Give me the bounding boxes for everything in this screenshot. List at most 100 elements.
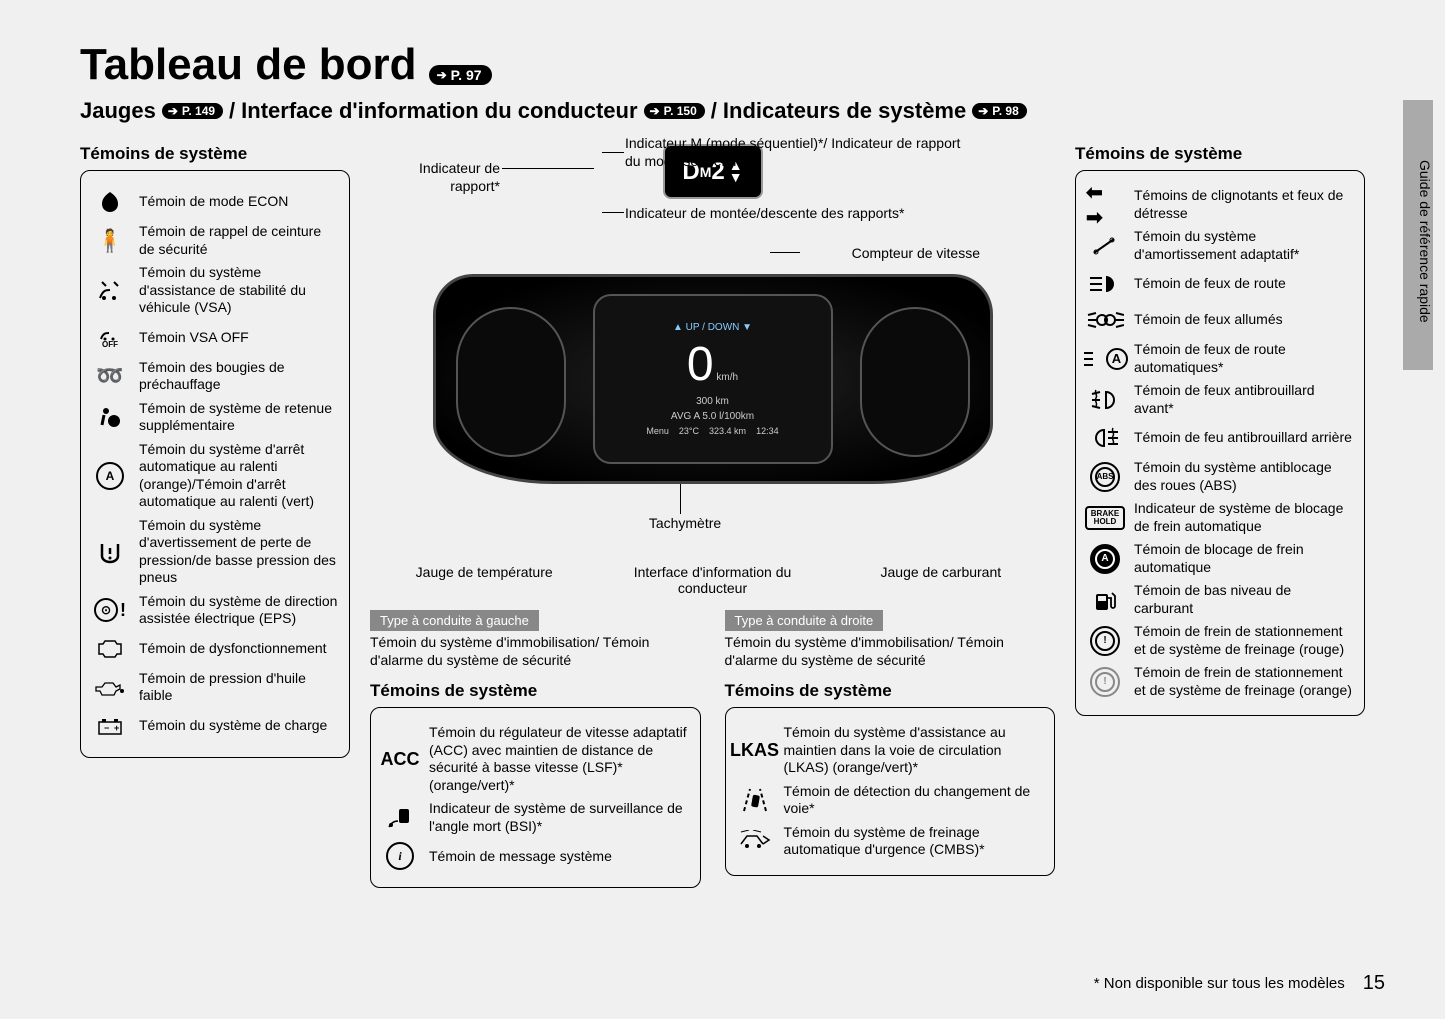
page-number: 15 <box>1363 972 1385 995</box>
left-indicator-row: 🧍 Témoin de rappel de ceinture de sécurit… <box>91 223 339 258</box>
mid-bl-indicator-label: Témoin du régulateur de vitesse adaptati… <box>429 724 690 794</box>
mid-bl-indicator-row: Indicateur de système de surveillance de… <box>381 800 690 835</box>
right-indicator-row: BRAKEHOLD Indicateur de système de blocag… <box>1086 500 1354 535</box>
time-value: 12:34 <box>756 426 779 436</box>
left-indicator-row: Témoin de dysfonctionnement <box>91 634 339 664</box>
speed-value: 0 <box>687 338 714 391</box>
left-indicator-label: Témoin de système de retenue supplémenta… <box>139 400 339 435</box>
right-indicator-row: Témoin de feux antibrouillard avant* <box>1086 382 1354 417</box>
right-indicator-label: Témoin de frein de stationnement et de s… <box>1134 664 1354 699</box>
mid-bl-indicator-label: Indicateur de système de surveillance de… <box>429 800 690 835</box>
bsi-icon <box>381 803 419 833</box>
temp-value: 23°C <box>679 426 699 436</box>
damper-icon <box>1086 231 1124 261</box>
callout-speedometer: Compteur de vitesse <box>800 244 980 262</box>
brake-hold-icon: BRAKEHOLD <box>1086 503 1124 533</box>
line <box>680 484 681 514</box>
mid-br-indicator-label: Témoin du système de freinage automatiqu… <box>784 824 1045 859</box>
parking-brake-orange-icon: ! <box>1086 667 1124 697</box>
left-indicator-row: Témoin de système de retenue supplémenta… <box>91 400 339 435</box>
right-indicator-label: Témoin de feux allumés <box>1134 311 1283 329</box>
separator: / <box>711 98 717 124</box>
line <box>502 168 594 169</box>
econ-icon <box>91 187 129 217</box>
callout-gear-indicator: Indicateur de rapport* <box>370 159 500 195</box>
parking-brake-red-icon: ! <box>1086 626 1124 656</box>
lane-departure-icon <box>736 785 774 815</box>
right-indicator-row: Témoin du système d'amortissement adapta… <box>1086 228 1354 263</box>
right-indicator-label: Témoin de frein de stationnement et de s… <box>1134 623 1354 658</box>
left-indicator-label: Témoin de pression d'huile faible <box>139 670 339 705</box>
right-indicator-label: Indicateur de système de blocage de frei… <box>1134 500 1354 535</box>
auto-high-beam-icon: A <box>1086 344 1124 374</box>
left-indicator-row: OFFTémoin VSA OFF <box>91 323 339 353</box>
left-indicator-label: Témoin du système d'arrêt automatique au… <box>139 441 339 511</box>
subtitle-row: Jauges P. 149 / Interface d'information … <box>80 98 1365 124</box>
right-indicator-row: Témoin de feux de route <box>1086 269 1354 299</box>
tpms-icon <box>91 537 129 567</box>
type-left-desc: Témoin du système d'immobilisation/ Témo… <box>370 633 701 669</box>
title-row: Tableau de bord P. 97 <box>80 40 1365 90</box>
left-indicator-row: A Témoin du système d'arrêt automatique a… <box>91 441 339 511</box>
right-indicator-label: Témoin du système d'amortissement adapta… <box>1134 228 1354 263</box>
glow-icon: ➿ <box>91 361 129 391</box>
right-column: Témoins de système ⬅ ➡Témoins de clignot… <box>1075 144 1365 888</box>
subtitle-gauges: Jauges <box>80 98 156 124</box>
mid-br-indicator-row: LKASTémoin du système d'assistance au ma… <box>736 724 1045 777</box>
vsa-off-icon: OFF <box>91 323 129 353</box>
srs-icon <box>91 402 129 432</box>
high-beam-icon <box>1086 269 1124 299</box>
cluster-center-display: ▲ UP / DOWN ▼ 0 km/h 300 km AVG A 5.0 l/… <box>593 294 833 464</box>
left-indicator-label: Témoin de mode ECON <box>139 193 288 211</box>
fog-front-icon <box>1086 385 1124 415</box>
mid-bl-panel: ACC Témoin du régulateur de vitesse adapt… <box>370 707 701 888</box>
instrument-cluster: ▲ UP / DOWN ▼ 0 km/h 300 km AVG A 5.0 l/… <box>433 274 993 484</box>
menu-label: Menu <box>646 426 669 436</box>
temp-gauge-icon <box>456 307 566 457</box>
brake-hold-active-icon: A <box>1086 544 1124 574</box>
mid-bottom-left: Témoins de système ACCTémoin du régulate… <box>370 681 701 888</box>
subtitle-sysind: Indicateurs de système <box>723 98 966 124</box>
right-indicator-row: ⬅ ➡Témoins de clignotants et feux de dét… <box>1086 187 1354 222</box>
seatbelt-icon: 🧍 <box>91 226 129 256</box>
oil-icon <box>91 672 129 702</box>
right-indicator-label: Témoin de blocage de frein automatique <box>1134 541 1354 576</box>
right-panel: ⬅ ➡Témoins de clignotants et feux de dét… <box>1075 170 1365 716</box>
left-column: Témoins de système Témoin de mode ECON🧍T… <box>80 144 350 888</box>
right-indicator-row: Témoin de feu antibrouillard arrière <box>1086 423 1354 453</box>
left-indicator-label: Témoin du système d'avertissement de per… <box>139 517 339 587</box>
type-right-col: Type à conduite à droite Témoin du systè… <box>725 610 1056 669</box>
ACC-icon: ACC <box>381 744 419 774</box>
type-right-desc: Témoin du système d'immobilisation/ Témo… <box>725 633 1056 669</box>
page-root: Tableau de bord P. 97 Jauges P. 149 / In… <box>0 0 1445 918</box>
left-indicator-label: Témoin du système de charge <box>139 717 327 735</box>
right-indicator-label: Témoin de feu antibrouillard arrière <box>1134 429 1352 447</box>
right-indicator-label: Témoin de feux de route <box>1134 275 1286 293</box>
footer: * Non disponible sur tous les modèles 15 <box>1094 972 1385 995</box>
mid-br-heading: Témoins de système <box>725 681 1056 701</box>
right-indicator-row: ! Témoin de frein de stationnement et de … <box>1086 623 1354 658</box>
mid-br-indicator-label: Témoin de détection du changement de voi… <box>784 783 1045 818</box>
mid-bl-indicator-row: ACC Témoin du régulateur de vitesse adapt… <box>381 724 690 794</box>
idle-stop-icon: A <box>91 461 129 491</box>
left-indicator-label: Témoin de dysfonctionnement <box>139 640 327 658</box>
right-indicator-row: ATémoin de feux de route automatiques* <box>1086 341 1354 376</box>
right-indicator-row: A Témoin de blocage de frein automatique <box>1086 541 1354 576</box>
page-ref-main: P. 97 <box>429 65 492 85</box>
line <box>602 212 624 213</box>
trip-value: 323.4 km <box>709 426 746 436</box>
left-indicator-label: Témoin des bougies de préchauffage <box>139 359 339 394</box>
callout-m-indicator: Indicateur M (mode séquentiel)*/ Indicat… <box>625 134 965 170</box>
page-ref-sysind: P. 98 <box>972 103 1027 119</box>
abs-icon: ABS <box>1086 462 1124 492</box>
mid-bottom-panels: Témoins de système ACC Témoin du régulate… <box>370 681 1055 888</box>
diagram-zone: DM2 ▲▼ Indicateur de rapport* Indicateur… <box>370 144 1055 574</box>
mid-br-indicator-row: Témoin de détection du changement de voi… <box>736 783 1045 818</box>
mid-bl-indicator-row: iTémoin de message système <box>381 841 690 871</box>
side-tab: Guide de référence rapide <box>1403 100 1433 370</box>
left-indicator-row: ➿ Témoin des bougies de préchauffage <box>91 359 339 394</box>
left-indicator-label: Témoin du système d'assistance de stabil… <box>139 264 339 317</box>
left-indicator-label: Témoin de rappel de ceinture de sécurité <box>139 223 339 258</box>
mid-br-indicator-row: Témoin du système de freinage automatiqu… <box>736 824 1045 859</box>
cmbs-icon <box>736 826 774 856</box>
